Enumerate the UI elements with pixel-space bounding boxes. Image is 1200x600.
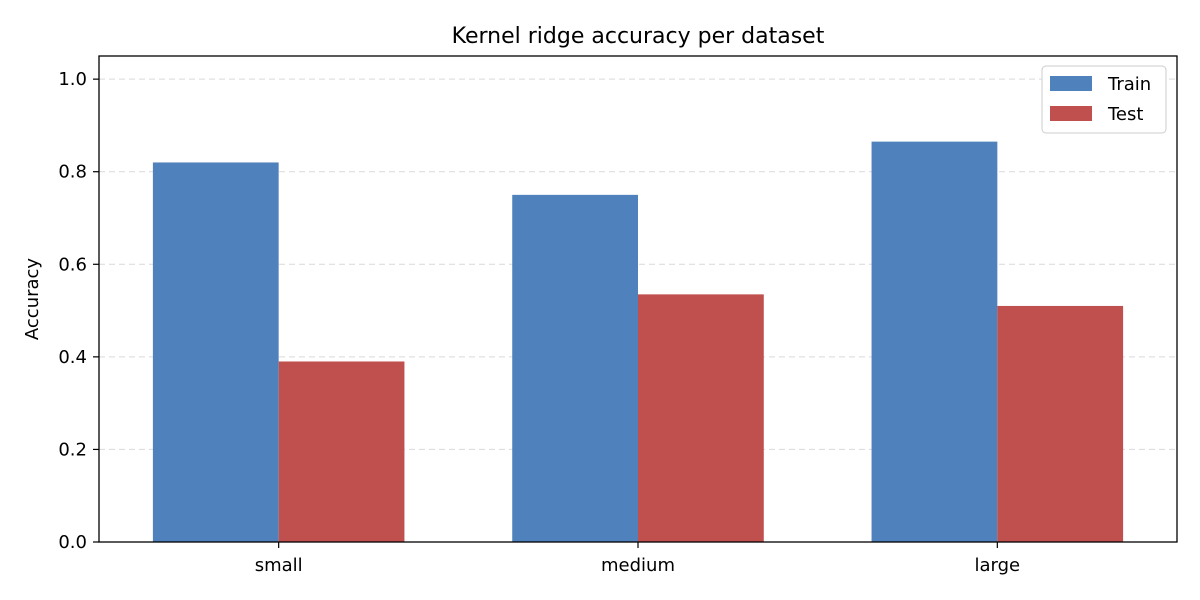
x-axis: small medium large xyxy=(255,542,1020,576)
chart-title: Kernel ridge accuracy per dataset xyxy=(452,24,825,49)
y-tick-label: 0.0 xyxy=(58,532,87,553)
bar-train-medium xyxy=(512,194,638,542)
y-tick-label: 1.0 xyxy=(58,69,87,90)
y-tick-label: 0.4 xyxy=(58,347,87,368)
x-tick-label: small xyxy=(255,555,303,576)
bar-train-small xyxy=(152,162,279,542)
bar-train-large xyxy=(871,141,998,542)
bars xyxy=(152,141,1124,542)
legend: Train Test xyxy=(1041,65,1167,134)
y-tick-label: 0.8 xyxy=(58,162,87,183)
legend-label-test: Test xyxy=(1107,104,1143,125)
y-axis-label: Accuracy xyxy=(22,258,43,341)
bar-test-small xyxy=(278,361,405,542)
legend-label-train: Train xyxy=(1107,74,1151,95)
legend-swatch-train xyxy=(1050,76,1092,91)
y-axis: 0.0 0.2 0.4 0.6 0.8 1.0 xyxy=(58,69,99,553)
bar-test-medium xyxy=(638,294,764,542)
bar-test-large xyxy=(997,305,1124,542)
legend-swatch-test xyxy=(1050,106,1092,121)
x-tick-label: medium xyxy=(601,555,675,576)
y-tick-label: 0.6 xyxy=(58,254,87,275)
x-tick-label: large xyxy=(975,555,1021,576)
y-tick-label: 0.2 xyxy=(58,439,87,460)
